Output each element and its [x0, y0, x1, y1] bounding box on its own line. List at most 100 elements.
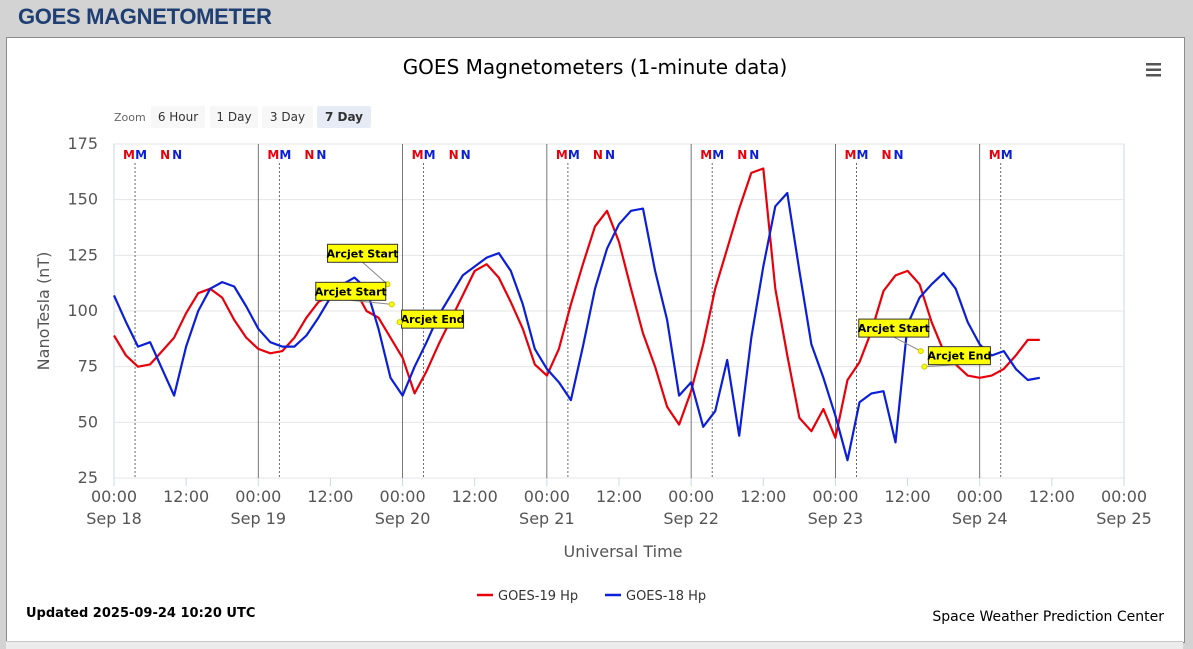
x-tick-date-label: Sep 25 [1096, 509, 1152, 528]
series-line-goes-18-hp [112, 191, 1040, 462]
zoom-button-7-day[interactable] [317, 106, 371, 128]
goes18-marker-n: N [749, 148, 759, 162]
goes18-marker-m: M [279, 148, 291, 162]
updated-timestamp: Updated 2025-09-24 10:20 UTC [26, 606, 255, 621]
x-tick-label: 00:00 [380, 487, 426, 506]
y-tick-label: 25 [78, 468, 98, 487]
bottom-strip [6, 641, 1183, 649]
y-axis-title: NanoTesla (nT) [34, 252, 53, 371]
goes19-marker-n: N [882, 148, 892, 162]
annotation-box [315, 281, 387, 301]
x-tick-date-label: Sep 18 [86, 509, 142, 528]
goes19-marker-m: M [556, 148, 568, 162]
annotation-connector [362, 261, 388, 285]
annotation-point [388, 301, 395, 308]
zoom-controls: Zoom 6 Hour 1 Day 3 Day 7 Day [114, 106, 371, 128]
x-tick-label: 12:00 [740, 487, 786, 506]
chart-panel: GOES Magnetometers (1-minute data) Zoom … [6, 37, 1185, 643]
y-tick-label: 100 [67, 301, 98, 320]
x-tick-label: 12:00 [452, 487, 498, 506]
x-tick-label: 00:00 [957, 487, 1003, 506]
goes19-marker-n: N [593, 148, 603, 162]
magnetometer-chart: GOES Magnetometers (1-minute data) Zoom … [26, 55, 1167, 625]
y-tick-label: 125 [67, 245, 98, 264]
goes18-marker-n: N [316, 148, 326, 162]
x-tick-label: 12:00 [307, 487, 353, 506]
zoom-button-label[interactable]: 7 Day [325, 110, 363, 124]
x-tick-label: 12:00 [163, 487, 209, 506]
annotation-label: Arcjet Start [327, 247, 399, 260]
goes19-marker-m: M [123, 148, 135, 162]
x-tick-label: 00:00 [668, 487, 714, 506]
goes18-marker-m: M [1001, 148, 1013, 162]
goes18-marker-m: M [712, 148, 724, 162]
x-tick-label: 12:00 [885, 487, 931, 506]
annotation-box [401, 309, 465, 329]
goes18-marker-n: N [461, 148, 471, 162]
x-tick-label: 00:00 [235, 487, 281, 506]
chart-title: GOES Magnetometers (1-minute data) [403, 55, 788, 79]
goes19-marker-n: N [449, 148, 459, 162]
x-tick-label: 00:00 [812, 487, 858, 506]
goes18-marker-n: N [605, 148, 615, 162]
series-line-goes-19-hp [113, 167, 1040, 439]
annotation-label: Arcjet Start [315, 285, 387, 298]
annotation-point [921, 363, 928, 370]
zoom-button-1-day[interactable] [210, 106, 258, 128]
x-tick-date-label: Sep 24 [952, 509, 1008, 528]
legend-item-label[interactable]: GOES-18 Hp [626, 589, 706, 604]
goes18-marker-m: M [135, 148, 147, 162]
annotation-label: Arcjet End [927, 350, 991, 363]
legend-item-label[interactable]: GOES-19 Hp [498, 589, 578, 604]
goes19-marker-m: M [844, 148, 856, 162]
page-title: GOES MAGNETOMETER [18, 4, 272, 29]
page-header: GOES MAGNETOMETER [0, 0, 1193, 36]
goes19-marker-n: N [737, 148, 747, 162]
x-axis-title: Universal Time [563, 542, 682, 561]
goes18-marker-m: M [857, 148, 869, 162]
plot-area: 25 50 75 100 125 150 175 00:00 Sep 18 12:00 00:00 S… [67, 134, 1151, 528]
x-tick-label: 12:00 [1029, 487, 1075, 506]
goes19-marker-m: M [989, 148, 1001, 162]
zoom-label: Zoom [114, 111, 146, 124]
zoom-button-6-hour[interactable] [151, 106, 205, 128]
x-tick-date-label: Sep 19 [230, 509, 286, 528]
menu-button[interactable] [1139, 58, 1167, 82]
goes18-marker-n: N [894, 148, 904, 162]
goes19-marker-m: M [412, 148, 424, 162]
x-tick-label: 00:00 [1101, 487, 1147, 506]
annotation-point [396, 319, 403, 326]
annotation-label: Arcjet End [401, 313, 465, 326]
y-tick-label: 150 [67, 190, 98, 209]
x-tick-date-label: Sep 22 [663, 509, 719, 528]
hamburger-menu-icon[interactable] [1146, 63, 1161, 77]
y-tick-label: 75 [78, 357, 98, 376]
annotation-box [858, 318, 930, 338]
goes19-marker-n: N [160, 148, 170, 162]
zoom-button-label[interactable]: 3 Day [270, 110, 305, 124]
goes18-marker-n: N [172, 148, 182, 162]
x-tick-label: 00:00 [91, 487, 137, 506]
y-tick-label: 50 [78, 412, 98, 431]
annotation-connector [893, 336, 922, 352]
goes19-marker-m: M [267, 148, 279, 162]
x-tick-label: 12:00 [596, 487, 642, 506]
zoom-button-label[interactable]: 6 Hour [158, 110, 198, 124]
x-tick-date-label: Sep 23 [808, 509, 864, 528]
annotation-box [927, 346, 991, 366]
goes19-marker-m: M [700, 148, 712, 162]
goes18-marker-m: M [568, 148, 580, 162]
x-tick-date-label: Sep 21 [519, 509, 575, 528]
annotation-label: Arcjet Start [858, 322, 930, 335]
y-tick-label: 175 [67, 134, 98, 153]
x-tick-date-label: Sep 20 [375, 509, 431, 528]
legend: GOES-19 Hp GOES-18 Hp [477, 589, 706, 604]
x-tick-label: 00:00 [524, 487, 570, 506]
zoom-button-label[interactable]: 1 Day [216, 110, 251, 124]
annotation-box [327, 243, 399, 263]
goes19-marker-n: N [304, 148, 314, 162]
credit-text: Space Weather Prediction Center [932, 609, 1164, 625]
zoom-button-3-day[interactable] [262, 106, 313, 128]
goes18-marker-m: M [424, 148, 436, 162]
annotation-point [917, 348, 924, 355]
